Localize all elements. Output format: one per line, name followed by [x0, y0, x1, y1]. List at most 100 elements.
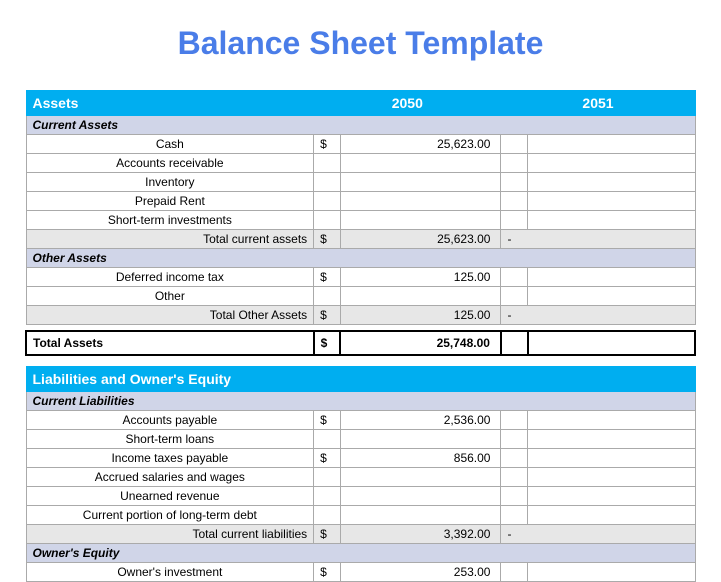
- table-row: Other: [26, 287, 695, 306]
- table-row: Current portion of long-term debt: [26, 506, 695, 525]
- dash-cell: -: [501, 230, 695, 249]
- currency-symbol: [314, 487, 341, 506]
- row-value: [340, 287, 501, 306]
- total-assets-value: 25,748.00: [340, 331, 501, 355]
- row-label: Unearned revenue: [26, 487, 314, 506]
- row-label: Inventory: [26, 173, 314, 192]
- currency-symbol: [501, 192, 528, 211]
- row-value: [528, 192, 695, 211]
- row-value: [528, 468, 695, 487]
- currency-symbol: $: [314, 135, 341, 154]
- row-label: Current portion of long-term debt: [26, 506, 314, 525]
- row-label: Owner's investment: [26, 563, 314, 582]
- row-label: Deferred income tax: [26, 268, 314, 287]
- table-row: Accounts payable$2,536.00: [26, 411, 695, 430]
- row-value: [528, 487, 695, 506]
- row-label: Other: [26, 287, 314, 306]
- total-label: Total current assets: [26, 230, 314, 249]
- other-assets-subheader: Other Assets: [26, 249, 695, 268]
- row-label: Short-term loans: [26, 430, 314, 449]
- currency-symbol: $: [314, 525, 341, 544]
- total-current-assets-row: Total current assets$25,623.00-: [26, 230, 695, 249]
- table-row: Deferred income tax$125.00: [26, 268, 695, 287]
- currency-symbol: [501, 430, 528, 449]
- page-title: Balance Sheet Template: [25, 25, 696, 62]
- total-label: Total current liabilities: [26, 525, 314, 544]
- table-row: Accrued salaries and wages: [26, 468, 695, 487]
- table-row: Accounts receivable: [26, 154, 695, 173]
- row-value: [340, 468, 501, 487]
- balance-sheet-table: Assets 2050 2051 Current Assets Cash$25,…: [25, 90, 696, 582]
- row-value: [528, 331, 695, 355]
- currency-symbol: $: [314, 268, 341, 287]
- owners-equity-subheader: Owner's Equity: [26, 544, 695, 563]
- row-value: [528, 449, 695, 468]
- row-label: Prepaid Rent: [26, 192, 314, 211]
- row-value: [528, 154, 695, 173]
- currency-symbol: [314, 154, 341, 173]
- currency-symbol: [314, 211, 341, 230]
- row-value: 25,623.00: [340, 135, 501, 154]
- currency-symbol: [501, 506, 528, 525]
- row-value: [340, 173, 501, 192]
- row-value: [528, 563, 695, 582]
- currency-symbol: [501, 487, 528, 506]
- currency-symbol: [501, 287, 528, 306]
- row-label: Cash: [26, 135, 314, 154]
- current-liabilities-subheader: Current Liabilities: [26, 392, 695, 411]
- owners-equity-label: Owner's Equity: [26, 544, 695, 563]
- row-value: 125.00: [340, 268, 501, 287]
- row-value: 2,536.00: [340, 411, 501, 430]
- row-label: Short-term investments: [26, 211, 314, 230]
- total-other-assets-row: Total Other Assets$125.00-: [26, 306, 695, 325]
- row-value: [528, 135, 695, 154]
- total-current-liabilities-row: Total current liabilities$3,392.00-: [26, 525, 695, 544]
- row-label: Accrued salaries and wages: [26, 468, 314, 487]
- currency-symbol: $: [314, 411, 341, 430]
- currency-symbol: [314, 430, 341, 449]
- other-assets-label: Other Assets: [26, 249, 695, 268]
- currency-symbol: [314, 287, 341, 306]
- currency-symbol: [501, 411, 528, 430]
- year-1: 2050: [314, 91, 501, 116]
- row-value: [528, 411, 695, 430]
- year-2: 2051: [501, 91, 695, 116]
- current-assets-label: Current Assets: [26, 116, 695, 135]
- current-assets-subheader: Current Assets: [26, 116, 695, 135]
- row-value: [528, 268, 695, 287]
- assets-header-row: Assets 2050 2051: [26, 91, 695, 116]
- dash-cell: -: [501, 525, 695, 544]
- total-value: 3,392.00: [340, 525, 501, 544]
- row-label: Accounts receivable: [26, 154, 314, 173]
- row-value: [340, 211, 501, 230]
- row-value: [528, 287, 695, 306]
- currency-symbol: $: [314, 331, 341, 355]
- currency-symbol: [314, 192, 341, 211]
- current-liabilities-label: Current Liabilities: [26, 392, 695, 411]
- liabilities-header-row: Liabilities and Owner's Equity: [26, 367, 695, 392]
- currency-symbol: [314, 468, 341, 487]
- table-row: Owner's investment$253.00: [26, 563, 695, 582]
- currency-symbol: [501, 154, 528, 173]
- total-value: 25,623.00: [340, 230, 501, 249]
- row-value: [528, 173, 695, 192]
- currency-symbol: [501, 135, 528, 154]
- row-value: [528, 506, 695, 525]
- currency-symbol: [501, 468, 528, 487]
- total-assets-row: Total Assets$25,748.00: [26, 331, 695, 355]
- row-value: [340, 430, 501, 449]
- total-value: 125.00: [340, 306, 501, 325]
- table-row: Short-term investments: [26, 211, 695, 230]
- currency-symbol: $: [314, 563, 341, 582]
- currency-symbol: [501, 173, 528, 192]
- currency-symbol: [314, 173, 341, 192]
- currency-symbol: [501, 211, 528, 230]
- row-value: 856.00: [340, 449, 501, 468]
- row-value: [340, 192, 501, 211]
- currency-symbol: [501, 563, 528, 582]
- dash-cell: -: [501, 306, 695, 325]
- currency-symbol: [501, 268, 528, 287]
- assets-header: Assets: [26, 91, 314, 116]
- row-value: 253.00: [340, 563, 501, 582]
- table-row: Cash$25,623.00: [26, 135, 695, 154]
